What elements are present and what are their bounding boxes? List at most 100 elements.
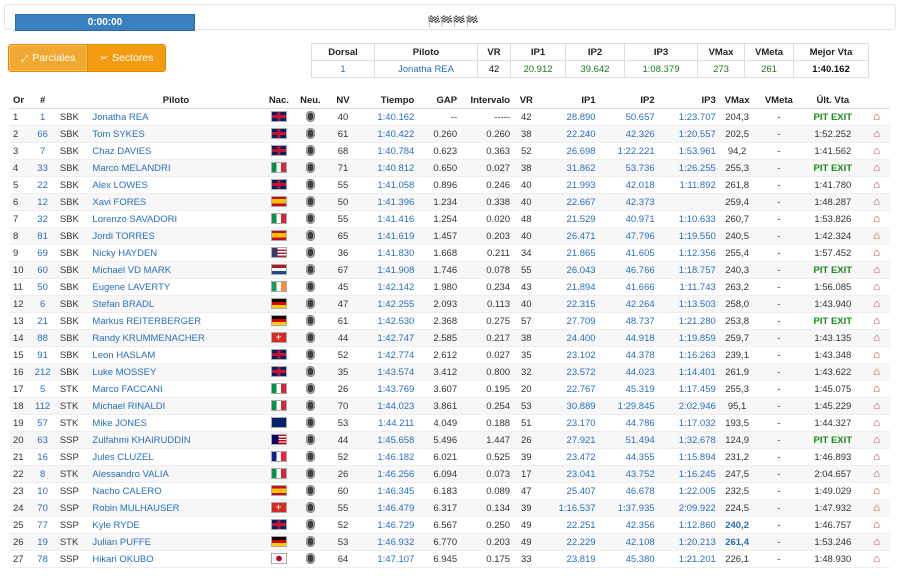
table-row[interactable]: 20 63 SSP Zulfahmi KHAIRUDDIN 44 1:45.658 5.49… <box>10 431 890 449</box>
rider-number[interactable]: 69 <box>28 244 57 262</box>
rider-name[interactable]: Lorenzo SAVADORI <box>89 210 263 228</box>
rider-number[interactable]: 21 <box>28 312 57 330</box>
rider-number[interactable]: 63 <box>28 431 57 449</box>
rider-detail-button[interactable]: ⌂ <box>863 516 890 534</box>
tab-parciales[interactable]: ⤢ Parciales <box>9 45 88 71</box>
rider-detail-button[interactable]: ⌂ <box>863 482 890 500</box>
rider-number[interactable]: 57 <box>28 414 57 432</box>
table-row[interactable]: 8 81 SBK Jordi TORRES 65 1:41.619 1.457 0.203 40… <box>10 227 890 245</box>
rider-detail-button[interactable]: ⌂ <box>863 533 890 551</box>
rider-detail-button[interactable]: ⌂ <box>863 363 890 381</box>
tab-sectores[interactable]: ✂ Sectores <box>87 45 166 71</box>
rider-detail-button[interactable]: ⌂ <box>863 159 890 177</box>
rider-detail-button[interactable]: ⌂ <box>863 261 890 279</box>
rider-detail-button[interactable]: ⌂ <box>863 312 890 330</box>
rider-detail-button[interactable]: ⌂ <box>863 329 890 347</box>
rider-name[interactable]: Robin MULHAUSER <box>89 499 263 517</box>
rider-name[interactable]: Luke MOSSEY <box>89 363 263 381</box>
rider-name[interactable]: Nacho CALERO <box>89 482 263 500</box>
table-row[interactable]: 25 77 SSP Kyle RYDE 52 1:46.729 6.567 0.250 49 22… <box>10 516 890 534</box>
best-dorsal[interactable]: 1 <box>311 60 375 78</box>
rider-detail-button[interactable]: ⌂ <box>863 346 890 364</box>
rider-detail-button[interactable]: ⌂ <box>863 397 890 415</box>
rider-name[interactable]: Jules CLUZEL <box>89 448 263 466</box>
rider-number[interactable]: 112 <box>28 397 57 415</box>
rider-number[interactable]: 19 <box>28 533 57 551</box>
rider-name[interactable]: Tom SYKES <box>89 125 263 143</box>
rider-number[interactable]: 22 <box>28 176 57 194</box>
best-piloto[interactable]: Jonatha REA <box>374 60 478 78</box>
rider-number[interactable]: 33 <box>28 159 57 177</box>
rider-number[interactable]: 81 <box>28 227 57 245</box>
table-row[interactable]: 10 60 SBK Michael VD MARK 67 1:41.908 1.746 0.0… <box>10 261 890 279</box>
table-row[interactable]: 6 12 SBK Xavi FORES 50 1:41.396 1.234 0.338 40 22… <box>10 193 890 211</box>
rider-number[interactable]: 66 <box>28 125 57 143</box>
table-row[interactable]: 12 6 SBK Stefan BRADL 47 1:42.255 2.093 0.113 40… <box>10 295 890 313</box>
rider-name[interactable]: Marco MELANDRI <box>89 159 263 177</box>
rider-number[interactable]: 32 <box>28 210 57 228</box>
table-row[interactable]: 23 10 SSP Nacho CALERO 60 1:46.345 6.183 0.089 4… <box>10 482 890 500</box>
rider-name[interactable]: Marco FACCANI <box>89 380 263 398</box>
table-row[interactable]: 27 78 SSP Hikari OKUBO 64 1:47.107 6.945 0.175 3… <box>10 550 890 568</box>
rider-name[interactable]: Leon HASLAM <box>89 346 263 364</box>
table-row[interactable]: 9 69 SBK Nicky HAYDEN 36 1:41.830 1.668 0.211 34… <box>10 244 890 262</box>
rider-detail-button[interactable]: ⌂ <box>863 125 890 143</box>
rider-detail-button[interactable]: ⌂ <box>863 278 890 296</box>
rider-name[interactable]: Jonatha REA <box>89 108 263 126</box>
rider-name[interactable]: Hikari OKUBO <box>89 550 263 568</box>
rider-detail-button[interactable]: ⌂ <box>863 550 890 568</box>
rider-number[interactable]: 6 <box>28 295 57 313</box>
rider-number[interactable]: 70 <box>28 499 57 517</box>
rider-name[interactable]: Michael RINALDI <box>89 397 263 415</box>
rider-name[interactable]: Nicky HAYDEN <box>89 244 263 262</box>
table-row[interactable]: 4 33 SBK Marco MELANDRI 71 1:40.812 0.650 0.027… <box>10 159 890 177</box>
rider-name[interactable]: Jordi TORRES <box>89 227 263 245</box>
table-row[interactable]: 3 7 SBK Chaz DAVIES 68 1:40.784 0.623 0.363 52 26… <box>10 142 890 160</box>
rider-number[interactable]: 8 <box>28 465 57 483</box>
rider-name[interactable]: Julian PUFFE <box>89 533 263 551</box>
table-row[interactable]: 5 22 SBK Alex LOWES 55 1:41.058 0.896 0.246 40 21… <box>10 176 890 194</box>
rider-name[interactable]: Xavi FORES <box>89 193 263 211</box>
table-row[interactable]: 15 91 SBK Leon HASLAM 52 1:42.774 2.612 0.027 35… <box>10 346 890 364</box>
table-row[interactable]: 18 112 STK Michael RINALDI 70 1:44.023 3.861 0.… <box>10 397 890 415</box>
rider-detail-button[interactable]: ⌂ <box>863 210 890 228</box>
rider-number[interactable]: 5 <box>28 380 57 398</box>
rider-name[interactable]: Randy KRUMMENACHER <box>89 329 263 347</box>
rider-number[interactable]: 50 <box>28 278 57 296</box>
rider-name[interactable]: Mike JONES <box>89 414 263 432</box>
rider-detail-button[interactable]: ⌂ <box>863 380 890 398</box>
rider-number[interactable]: 91 <box>28 346 57 364</box>
rider-name[interactable]: Eugene LAVERTY <box>89 278 263 296</box>
rider-detail-button[interactable]: ⌂ <box>863 295 890 313</box>
rider-detail-button[interactable]: ⌂ <box>863 244 890 262</box>
table-row[interactable]: 2 66 SBK Tom SYKES 61 1:40.422 0.260 0.260 38 22.… <box>10 125 890 143</box>
rider-detail-button[interactable]: ⌂ <box>863 465 890 483</box>
rider-name[interactable]: Stefan BRADL <box>89 295 263 313</box>
rider-name[interactable]: Alessandro VALIA <box>89 465 263 483</box>
rider-number[interactable]: 77 <box>28 516 57 534</box>
table-row[interactable]: 1 1 SBK Jonatha REA 40 1:40.162 -- ----- 42 28.89… <box>10 108 890 126</box>
table-row[interactable]: 13 21 SBK Markus REITERBERGER 61 1:42.530 2.36… <box>10 312 890 330</box>
table-row[interactable]: 16 212 SBK Luke MOSSEY 35 1:43.574 3.412 0.800 3… <box>10 363 890 381</box>
rider-detail-button[interactable]: ⌂ <box>863 499 890 517</box>
rider-name[interactable]: Zulfahmi KHAIRUDDIN <box>89 431 263 449</box>
rider-number[interactable]: 16 <box>28 448 57 466</box>
rider-number[interactable]: 12 <box>28 193 57 211</box>
rider-number[interactable]: 1 <box>28 108 57 126</box>
rider-number[interactable]: 88 <box>28 329 57 347</box>
table-row[interactable]: 11 50 SBK Eugene LAVERTY 45 1:42.142 1.980 0.23… <box>10 278 890 296</box>
rider-name[interactable]: Alex LOWES <box>89 176 263 194</box>
rider-detail-button[interactable]: ⌂ <box>863 108 890 126</box>
rider-number[interactable]: 10 <box>28 482 57 500</box>
rider-number[interactable]: 7 <box>28 142 57 160</box>
table-row[interactable]: 26 19 STK Julian PUFFE 53 1:46.932 6.770 0.203 4… <box>10 533 890 551</box>
rider-name[interactable]: Michael VD MARK <box>89 261 263 279</box>
rider-name[interactable]: Kyle RYDE <box>89 516 263 534</box>
rider-detail-button[interactable]: ⌂ <box>863 227 890 245</box>
rider-name[interactable]: Chaz DAVIES <box>89 142 263 160</box>
table-row[interactable]: 17 5 STK Marco FACCANI 26 1:43.769 3.607 0.195 2… <box>10 380 890 398</box>
rider-name[interactable]: Markus REITERBERGER <box>89 312 263 330</box>
rider-detail-button[interactable]: ⌂ <box>863 431 890 449</box>
